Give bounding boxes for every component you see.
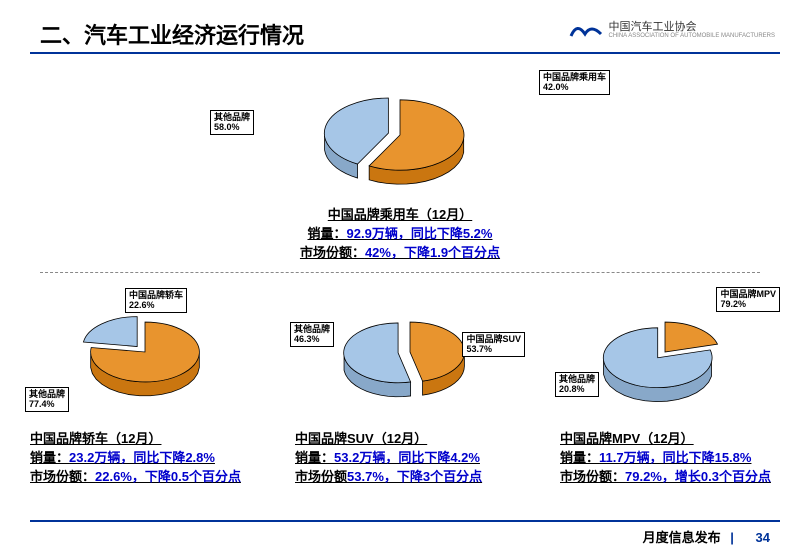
pie-main (300, 70, 500, 190)
org-name-en: CHINA ASSOCIATION OF AUTOMOBILE MANUFACT… (609, 33, 775, 39)
label-mpv-other: 其他品牌 20.8% (555, 372, 599, 397)
org-logo: 中国汽车工业协会 CHINA ASSOCIATION OF AUTOMOBILE… (569, 20, 775, 40)
logo-icon (569, 20, 603, 40)
label-suv-china: 中国品牌SUV 53.7% (462, 332, 525, 357)
caption-suv: 中国品牌SUV（12月） 销量：53.2万辆，同比下降4.2% 市场份额53.7… (295, 430, 545, 487)
caption-mpv: 中国品牌MPV（12月） 销量：11.7万辆，同比下降15.8% 市场份额：79… (560, 430, 790, 487)
chart-suv: 其他品牌 46.3% 中国品牌SUV 53.7% 中国品牌SUV（12月） 销量… (295, 292, 545, 487)
caption-main: 中国品牌乘用车（12月） 销量：92.9万辆，同比下降5.2% 市场份额：42%… (200, 206, 600, 263)
caption-sedan: 中国品牌轿车（12月） 销量：23.2万辆，同比下降2.8% 市场份额：22.6… (30, 430, 270, 487)
label-suv-other: 其他品牌 46.3% (290, 322, 334, 347)
org-name-cn: 中国汽车工业协会 (609, 21, 775, 33)
footer: 月度信息发布 | 34 (643, 527, 770, 546)
page-number: 34 (756, 530, 770, 545)
label-sedan-other: 其他品牌 77.4% (25, 387, 69, 412)
divider-top (30, 52, 780, 54)
label-main-china: 中国品牌乘用车 42.0% (539, 70, 610, 95)
header: 二、汽车工业经济运行情况 中国汽车工业协会 CHINA ASSOCIATION … (40, 18, 780, 50)
label-sedan-china: 中国品牌轿车 22.6% (125, 288, 187, 313)
label-mpv-china: 中国品牌MPV 79.2% (716, 287, 780, 312)
divider-bottom (30, 520, 780, 522)
chart-mpv: 中国品牌MPV 79.2% 其他品牌 20.8% 中国品牌MPV（12月） 销量… (560, 292, 790, 487)
footer-text: 月度信息发布 (643, 530, 721, 545)
chart-main: 其他品牌 58.0% 中国品牌乘用车 42.0% 中国品牌乘用车（12月） 销量… (200, 70, 600, 263)
divider-mid (40, 272, 760, 273)
chart-sedan: 中国品牌轿车 22.6% 其他品牌 77.4% 中国品牌轿车（12月） 销量：2… (30, 292, 270, 487)
label-main-other: 其他品牌 58.0% (210, 110, 254, 135)
